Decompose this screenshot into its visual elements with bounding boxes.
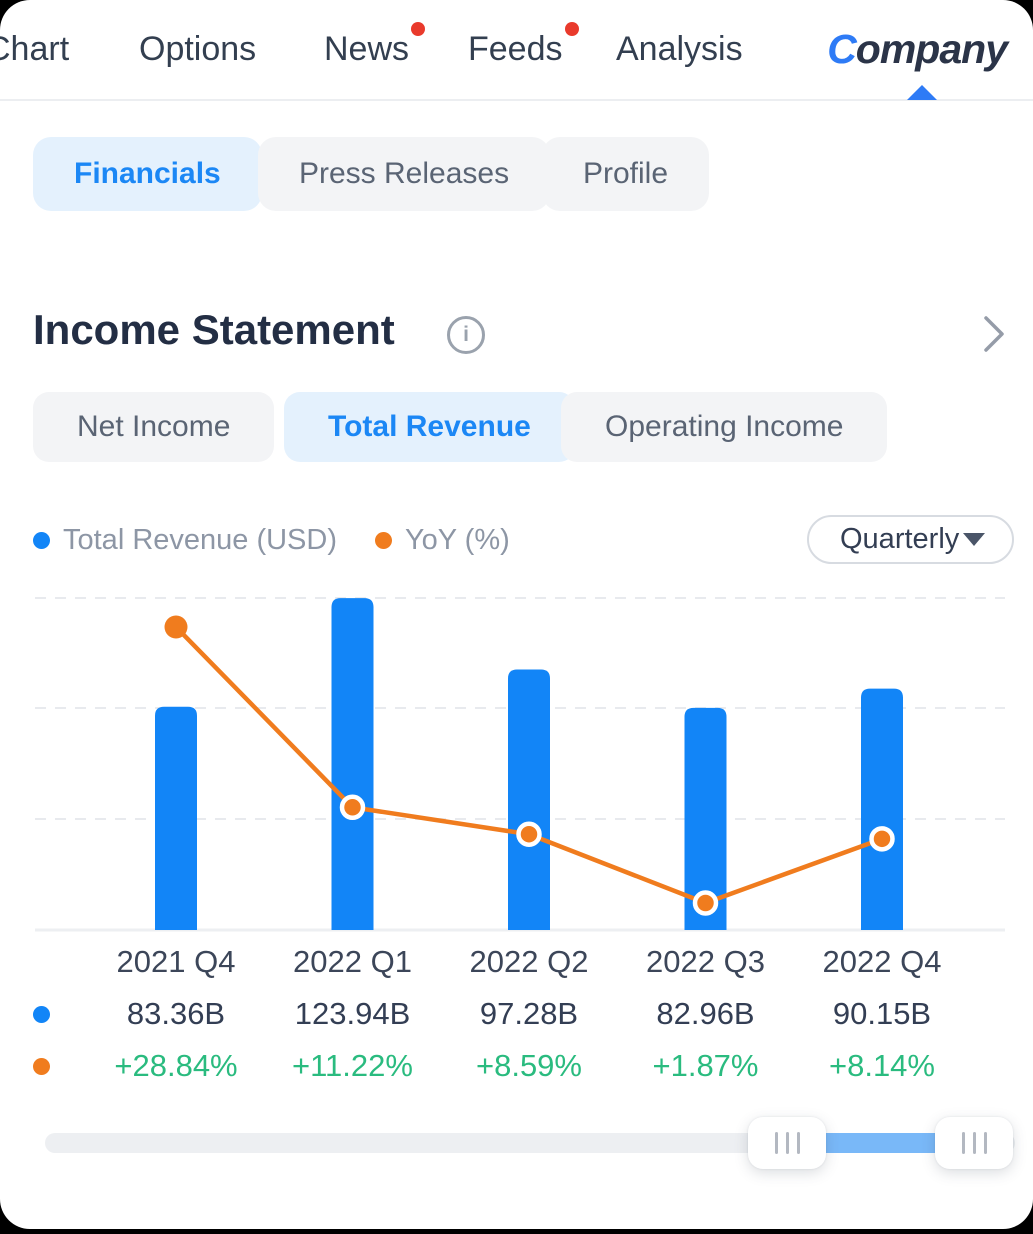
yoy-point[interactable] bbox=[339, 794, 366, 821]
slider-handle-right[interactable] bbox=[935, 1117, 1013, 1169]
revenue-bar[interactable] bbox=[331, 598, 374, 930]
chart-legend: Total Revenue (USD) YoY (%) bbox=[33, 524, 510, 557]
legend-dot-icon bbox=[375, 532, 392, 549]
yoy-value: +28.84% bbox=[114, 1048, 238, 1083]
tab-profile[interactable]: Profile bbox=[542, 137, 710, 211]
yoy-values-row: +28.84% +11.22% +8.59% +1.87% +8.14% bbox=[0, 1048, 1033, 1086]
revenue-bar[interactable] bbox=[155, 706, 197, 930]
quarter-label: 2022 Q4 bbox=[822, 944, 942, 979]
chevron-right-icon[interactable] bbox=[977, 312, 1011, 361]
grip-icon bbox=[983, 1132, 987, 1154]
revenue-value: 83.36B bbox=[126, 996, 226, 1031]
nav-item-analysis[interactable]: Analysis bbox=[616, 30, 743, 68]
quarter-label: 2022 Q1 bbox=[293, 944, 412, 979]
nav-item-news[interactable]: News bbox=[324, 22, 426, 69]
quarter-label: 2022 Q3 bbox=[646, 944, 765, 979]
subtab-net-income[interactable]: Net Income bbox=[33, 392, 275, 462]
revenue-bar[interactable] bbox=[861, 688, 903, 930]
nav-item-feeds[interactable]: Feeds bbox=[468, 22, 579, 69]
chevron-down-icon bbox=[963, 533, 985, 546]
quarter-label: 2021 Q4 bbox=[116, 944, 236, 979]
grip-icon bbox=[796, 1132, 800, 1154]
grip-icon bbox=[774, 1132, 778, 1154]
revenue-series-dot-icon bbox=[33, 1006, 50, 1023]
notification-dot-icon bbox=[411, 22, 426, 36]
yoy-point[interactable] bbox=[516, 821, 542, 847]
revenue-chart bbox=[0, 580, 1033, 940]
nav-item-company[interactable]: Company bbox=[827, 26, 1008, 73]
section-title: Income Statement bbox=[33, 306, 395, 353]
period-dropdown[interactable]: Quarterly bbox=[807, 515, 1014, 564]
yoy-point[interactable] bbox=[869, 826, 895, 852]
revenue-bar[interactable] bbox=[684, 707, 727, 930]
nav-item-chart[interactable]: Chart bbox=[0, 30, 70, 68]
info-icon[interactable]: i bbox=[447, 316, 485, 354]
yoy-value: +8.59% bbox=[475, 1048, 582, 1083]
time-range-slider-selection[interactable] bbox=[780, 1133, 975, 1153]
revenue-value: 123.94B bbox=[294, 996, 411, 1031]
yoy-value: +1.87% bbox=[652, 1048, 759, 1083]
revenue-value: 82.96B bbox=[656, 996, 755, 1031]
period-dropdown-value: Quarterly bbox=[840, 523, 960, 555]
top-navigation: Chart Options News Feeds Analysis Company bbox=[0, 0, 1033, 101]
subtab-operating-income[interactable]: Operating Income bbox=[561, 392, 888, 462]
legend-label: Total Revenue (USD) bbox=[63, 524, 337, 556]
yoy-point[interactable] bbox=[692, 890, 719, 916]
subtab-total-revenue[interactable]: Total Revenue bbox=[284, 392, 575, 462]
nav-item-options[interactable]: Options bbox=[139, 30, 257, 68]
revenue-values-row: 83.36B 123.94B 97.28B 82.96B 90.15B bbox=[0, 996, 1033, 1034]
grip-icon bbox=[785, 1132, 789, 1154]
revenue-value: 97.28B bbox=[479, 996, 579, 1031]
quarter-label: 2022 Q2 bbox=[469, 944, 589, 979]
brand-letter: C bbox=[827, 26, 857, 72]
legend-item: YoY (%) bbox=[375, 524, 510, 557]
slider-handle-left[interactable] bbox=[748, 1117, 826, 1169]
revenue-value: 90.15B bbox=[832, 996, 932, 1031]
yoy-point[interactable] bbox=[164, 615, 188, 639]
legend-dot-icon bbox=[33, 532, 50, 549]
tab-press-releases[interactable]: Press Releases bbox=[258, 137, 551, 211]
tab-financials[interactable]: Financials bbox=[33, 137, 262, 211]
yoy-series-dot-icon bbox=[33, 1058, 50, 1075]
grip-icon bbox=[972, 1132, 976, 1154]
legend-item: Total Revenue (USD) bbox=[33, 524, 337, 557]
yoy-value: +8.14% bbox=[828, 1048, 935, 1083]
notification-dot-icon bbox=[564, 22, 579, 36]
legend-label: YoY (%) bbox=[405, 524, 510, 556]
brand-rest: ompany bbox=[855, 26, 1008, 72]
active-tab-indicator-icon bbox=[907, 85, 937, 100]
quarter-labels-row: 2021 Q4 2022 Q1 2022 Q2 2022 Q3 2022 Q4 bbox=[0, 944, 1033, 982]
time-range-slider-track[interactable] bbox=[45, 1133, 1015, 1153]
grip-icon bbox=[961, 1132, 965, 1154]
revenue-bar[interactable] bbox=[508, 669, 550, 930]
yoy-value: +11.22% bbox=[292, 1048, 413, 1083]
